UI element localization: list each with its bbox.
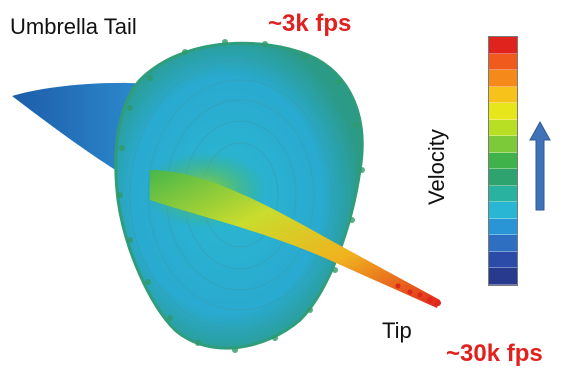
colorbar-segment	[489, 53, 517, 71]
up-arrow-icon	[529, 120, 551, 211]
colorbar-segment	[489, 152, 517, 170]
colorbar-segment	[489, 235, 517, 252]
tip-label: Tip	[382, 318, 412, 343]
colorbar-segment	[489, 103, 517, 120]
velocity-jet	[150, 170, 440, 308]
tip-particles	[395, 283, 441, 306]
colorbar-segment	[489, 37, 517, 54]
colorbar-segment	[489, 70, 517, 87]
velocity-colorbar	[488, 36, 518, 286]
colorbar-segment	[489, 218, 517, 236]
colorbar-segment	[489, 268, 517, 285]
colorbar-segment	[489, 202, 517, 219]
colorbar-segment	[489, 119, 517, 137]
edge-particles	[117, 39, 365, 353]
velocity-label: Velocity	[424, 129, 449, 205]
fps-top-label: ~3k fps	[268, 10, 352, 37]
colorbar-segment	[489, 251, 517, 269]
colorbar-segment	[489, 169, 517, 186]
colorbar-segment	[489, 185, 517, 203]
colorbar-segment	[489, 136, 517, 153]
fps-bottom-label: ~30k fps	[446, 340, 543, 367]
title-label: Umbrella Tail	[10, 14, 137, 39]
colorbar-segment	[489, 86, 517, 104]
